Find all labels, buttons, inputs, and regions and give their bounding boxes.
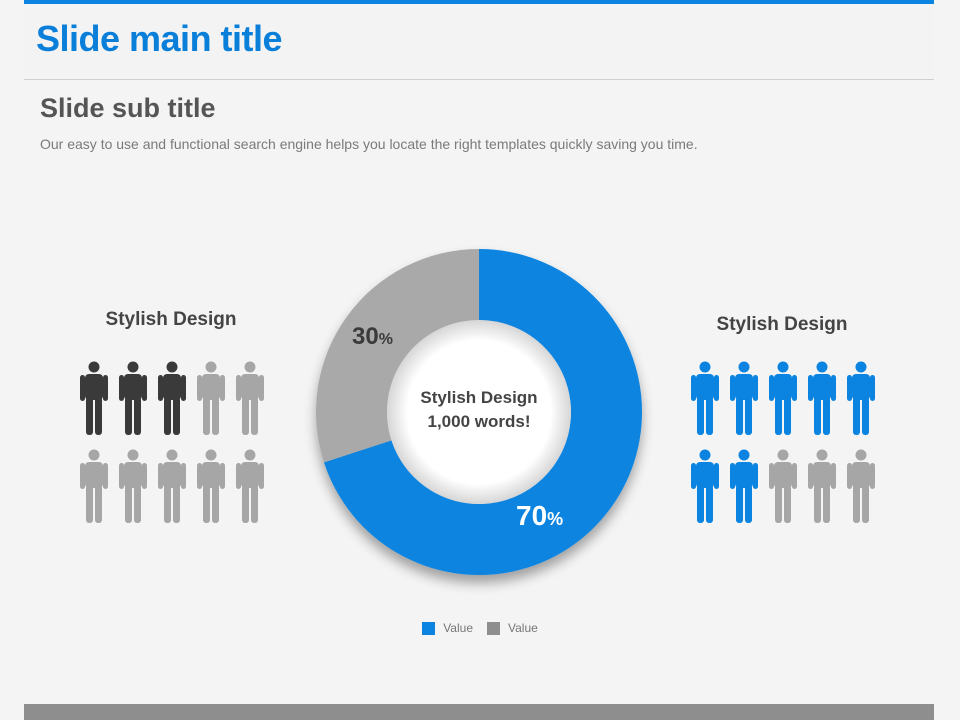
slice1-unit: % xyxy=(547,509,564,529)
description-text: Our easy to use and functional search en… xyxy=(40,136,698,152)
right-person-icon xyxy=(769,449,797,523)
left-person-icon xyxy=(119,361,147,435)
header-bar: Slide main title xyxy=(24,0,934,80)
slice2-unit: % xyxy=(378,331,393,348)
right-person-icon xyxy=(691,449,719,523)
donut-slice-1 xyxy=(323,249,642,575)
footer-bar xyxy=(24,704,934,720)
donut-hole xyxy=(387,320,571,504)
right-person-icon xyxy=(691,361,719,435)
left-person-icon xyxy=(80,449,108,523)
right-person-icon xyxy=(808,449,836,523)
left-person-icon xyxy=(197,361,225,435)
slice2-value: 30 xyxy=(352,323,379,350)
legend-label-2: Value xyxy=(508,621,538,635)
center-line-1: Stylish Design xyxy=(420,388,538,407)
slice-label-30: 30% xyxy=(352,323,393,351)
donut-center-label: Stylish Design 1,000 words! xyxy=(379,386,579,434)
right-person-icon xyxy=(808,361,836,435)
left-person-icon xyxy=(197,449,225,523)
left-group-label: Stylish Design xyxy=(105,309,237,330)
left-person-icon xyxy=(119,449,147,523)
right-person-icon xyxy=(730,449,758,523)
right-person-icon xyxy=(847,449,875,523)
center-line-2: 1,000 words! xyxy=(427,412,531,431)
chart-legend: Value Value xyxy=(0,621,960,635)
donut-slice-2 xyxy=(315,249,479,463)
legend-item-1: Value xyxy=(422,621,473,635)
legend-label-1: Value xyxy=(443,621,473,635)
left-person-icon xyxy=(158,361,186,435)
legend-swatch-blue xyxy=(422,621,436,635)
right-group-label: Stylish Design xyxy=(716,314,848,335)
right-person-icon xyxy=(730,361,758,435)
right-person-icon xyxy=(769,361,797,435)
page-title: Slide main title xyxy=(36,18,283,59)
left-person-icon xyxy=(158,449,186,523)
sub-title: Slide sub title xyxy=(40,93,216,123)
left-person-icon xyxy=(236,361,264,435)
legend-item-2: Value xyxy=(487,621,538,635)
left-person-icon xyxy=(236,449,264,523)
slice-label-70: 70% xyxy=(516,500,563,532)
slice1-value: 70 xyxy=(516,500,548,531)
left-person-icon xyxy=(80,361,108,435)
right-person-icon xyxy=(847,361,875,435)
legend-swatch-gray xyxy=(487,621,500,635)
